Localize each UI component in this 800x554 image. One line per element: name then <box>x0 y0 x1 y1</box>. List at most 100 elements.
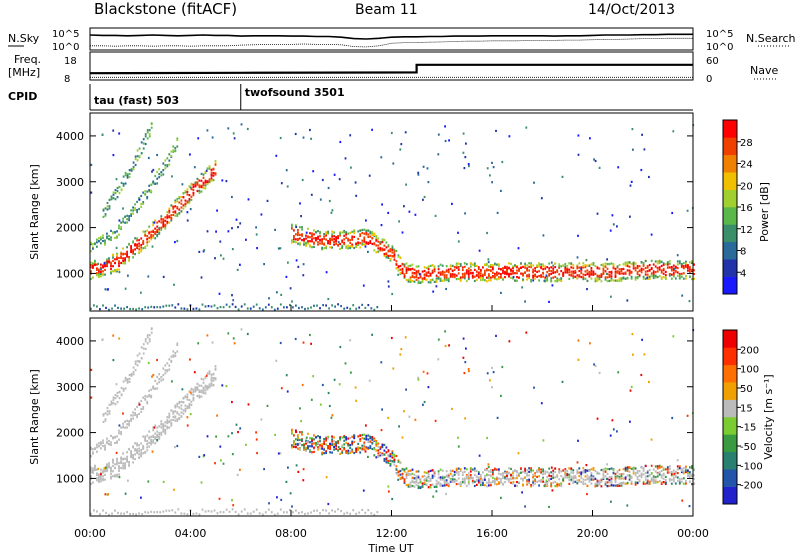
power-cell <box>431 264 434 267</box>
power-cell <box>136 209 138 212</box>
power-cell <box>136 159 139 162</box>
velocity-cell <box>620 482 623 485</box>
velocity-cell <box>423 474 426 478</box>
power-cell <box>418 273 421 276</box>
velocity-cell <box>268 502 270 505</box>
power-cell <box>644 259 647 263</box>
power-cell <box>108 238 110 241</box>
velocity-cell <box>598 481 601 484</box>
power-cell <box>178 197 181 200</box>
velocity-cell <box>598 483 601 486</box>
power-cell <box>478 249 481 252</box>
velocity-cell <box>403 470 406 473</box>
velocity-cell <box>162 378 165 381</box>
velocity-cell <box>299 447 301 450</box>
velocity-cell <box>526 469 528 472</box>
power-cell <box>586 288 588 291</box>
velocity-cell <box>122 452 124 455</box>
velocity-cell <box>357 448 360 451</box>
velocity-cell <box>112 359 115 362</box>
velocity-cell <box>321 451 323 454</box>
power-cell <box>118 192 121 195</box>
velocity-cell <box>389 453 392 456</box>
velocity-cell <box>351 440 354 443</box>
velocity-cell <box>153 511 156 514</box>
power-cell <box>387 254 390 257</box>
power-cell <box>461 268 464 272</box>
power-cell <box>345 236 348 239</box>
velocity-cell <box>616 470 619 473</box>
power-cell <box>156 233 159 237</box>
power-cell <box>395 260 398 263</box>
velocity-cell <box>498 482 500 485</box>
power-cell <box>600 280 603 283</box>
power-cell <box>564 271 567 274</box>
velocity-cell <box>233 342 236 345</box>
velocity-cell <box>451 407 453 410</box>
velocity-cell <box>447 476 450 479</box>
power-cell <box>237 226 239 229</box>
velocity-cell <box>335 444 337 447</box>
velocity-cell <box>514 469 516 472</box>
power-cell <box>375 239 378 242</box>
velocity-cell <box>578 474 581 478</box>
power-cell <box>347 232 350 235</box>
power-cell <box>359 229 362 232</box>
power-cell <box>610 275 613 278</box>
power-cell <box>144 135 147 138</box>
power-cell <box>110 263 112 266</box>
velocity-cell <box>666 466 669 469</box>
power-cell <box>391 251 394 254</box>
power-cell <box>104 264 106 267</box>
velocity-cell <box>162 374 165 377</box>
velocity-cell <box>124 426 126 429</box>
power-cell <box>174 241 176 244</box>
power-cell <box>200 179 203 182</box>
power-cell <box>138 147 141 150</box>
velocity-cell <box>457 467 460 470</box>
velocity-cell <box>294 337 297 341</box>
velocity-cell <box>343 434 346 438</box>
velocity-cell <box>122 425 124 428</box>
velocity-cell <box>602 474 605 477</box>
power-cell <box>341 241 344 244</box>
power-cell <box>516 269 518 272</box>
power-cell <box>335 238 337 241</box>
velocity-cell <box>624 469 627 472</box>
velocity-cell <box>154 437 157 440</box>
freq-left-tick-top: 18 <box>64 56 77 67</box>
power-cell <box>545 274 548 277</box>
power-cell <box>550 261 553 264</box>
power-cell <box>316 304 318 307</box>
velocity-cell <box>640 373 643 377</box>
power-cell <box>97 262 100 265</box>
velocity-cell <box>138 352 141 355</box>
power-cell <box>646 273 649 276</box>
velocity-cell <box>160 422 163 425</box>
velocity-cell <box>477 472 480 475</box>
velocity-cell <box>387 459 390 462</box>
velocity-cell <box>114 397 117 400</box>
velocity-cell <box>614 475 617 478</box>
velocity-cell <box>140 448 143 452</box>
velocity-cell <box>551 489 554 492</box>
power-cell <box>463 277 466 280</box>
velocity-cell <box>393 458 396 461</box>
power-cell <box>389 259 392 262</box>
power-cell <box>174 306 177 309</box>
power-cell <box>301 178 304 182</box>
power-cell <box>532 279 535 282</box>
velocity-cell <box>628 470 631 473</box>
power-cell <box>628 271 631 274</box>
velocity-cell <box>154 379 157 383</box>
power-cell <box>405 266 408 269</box>
velocity-cell <box>144 435 147 438</box>
power-cell <box>331 209 334 212</box>
power-cell <box>448 139 450 142</box>
velocity-cell <box>508 340 511 343</box>
power-cell <box>347 239 350 242</box>
power-cell <box>140 243 143 247</box>
power-cell <box>506 273 508 276</box>
power-cell <box>140 248 143 251</box>
velocity-cell <box>638 479 641 482</box>
